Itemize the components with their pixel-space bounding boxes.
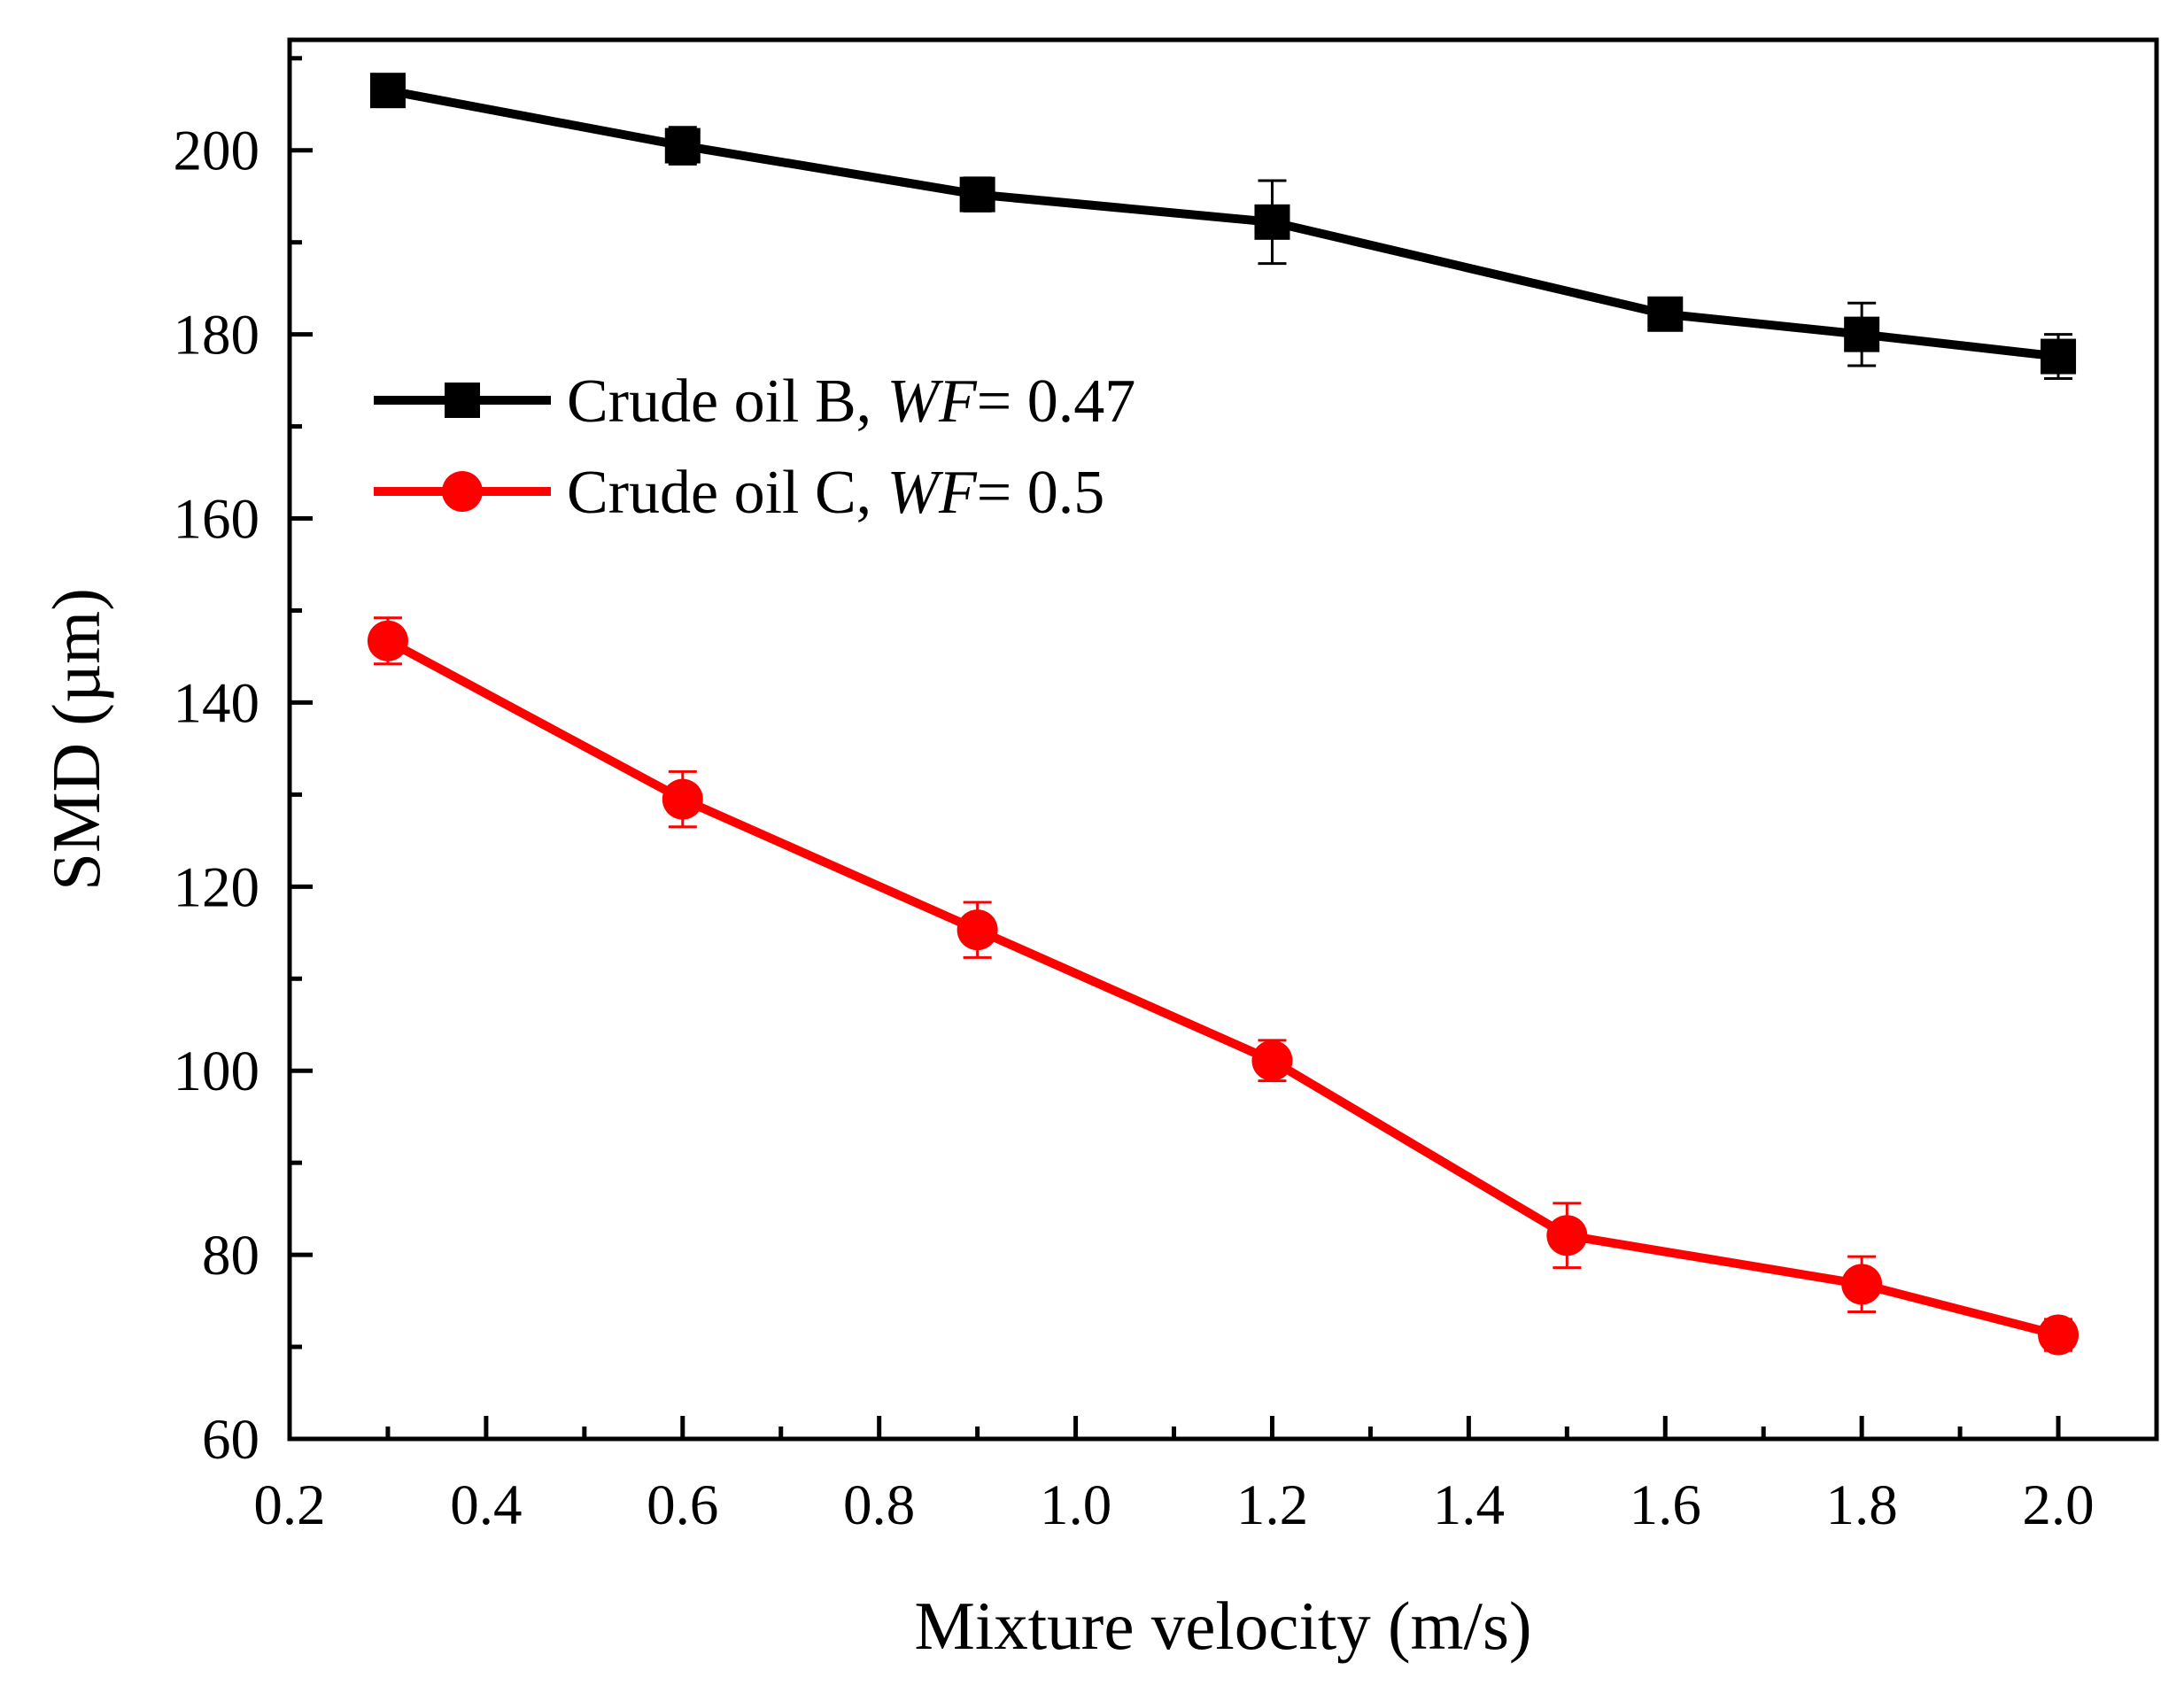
series-1 [367, 616, 2079, 1356]
y-tick-label: 200 [174, 120, 260, 183]
data-point [959, 176, 995, 213]
x-tick-label: 1.2 [1236, 1473, 1308, 1537]
data-point [1546, 1215, 1588, 1256]
y-tick-label: 60 [202, 1408, 259, 1472]
legend-label-suffix: = 0.5 [977, 459, 1104, 527]
legend-label-italic: WF [887, 367, 978, 436]
data-point [664, 128, 701, 164]
y-axis-title: SMD (µm) [38, 588, 114, 891]
data-point [1254, 204, 1290, 240]
data-point [956, 909, 998, 951]
y-tick-label: 100 [174, 1040, 260, 1103]
x-tick-label: 0.6 [647, 1473, 718, 1537]
legend-label: Crude oil C, WF= 0.5 [567, 459, 1104, 527]
data-point [2041, 338, 2077, 375]
plot-frame [287, 37, 2159, 1442]
data-point [1844, 316, 1880, 352]
legend-marker [442, 471, 483, 512]
series-line [385, 637, 2060, 1340]
series-layer [367, 73, 2079, 1356]
legend-label-prefix: Crude oil B, [567, 367, 887, 436]
legend-label-suffix: = 0.47 [977, 367, 1135, 436]
x-tick-label: 1.4 [1433, 1473, 1505, 1537]
x-tick-label: 0.2 [253, 1473, 325, 1537]
axes: 0.2 0.4 0.6 0.8 1.0 1.2 1.4 1.6 1.8 2.0 60 80 100 120… [174, 37, 2159, 1537]
y-tick-label: 120 [174, 855, 260, 919]
legend-label: Crude oil B, WF= 0.47 [567, 367, 1135, 436]
x-tick-label: 0.8 [843, 1473, 915, 1537]
x-tick-label: 1.0 [1040, 1473, 1111, 1537]
x-tick-label: 2.0 [2022, 1473, 2094, 1537]
data-point [367, 620, 408, 661]
x-axis-title: Mixture velocity (m/s) [914, 1588, 1531, 1664]
data-point [1841, 1264, 1883, 1305]
series-line [387, 86, 2059, 361]
data-point [662, 778, 703, 820]
data-point [2038, 1314, 2079, 1356]
x-tick-label: 1.6 [1630, 1473, 1701, 1537]
x-tick-label: 0.4 [450, 1473, 522, 1537]
legend-marker [445, 383, 480, 418]
series-0 [369, 73, 2077, 381]
x-tick-label: 1.8 [1826, 1473, 1898, 1537]
y-tick-label: 80 [202, 1224, 259, 1287]
legend-label-italic: WF [887, 459, 978, 527]
data-point [369, 73, 406, 109]
legend-label-prefix: Crude oil C, [567, 459, 887, 527]
y-tick-label: 140 [174, 671, 260, 735]
y-tick-label: 160 [174, 488, 260, 552]
data-point [1647, 296, 1684, 332]
y-tick-label: 180 [174, 304, 260, 367]
data-point [1251, 1040, 1293, 1081]
